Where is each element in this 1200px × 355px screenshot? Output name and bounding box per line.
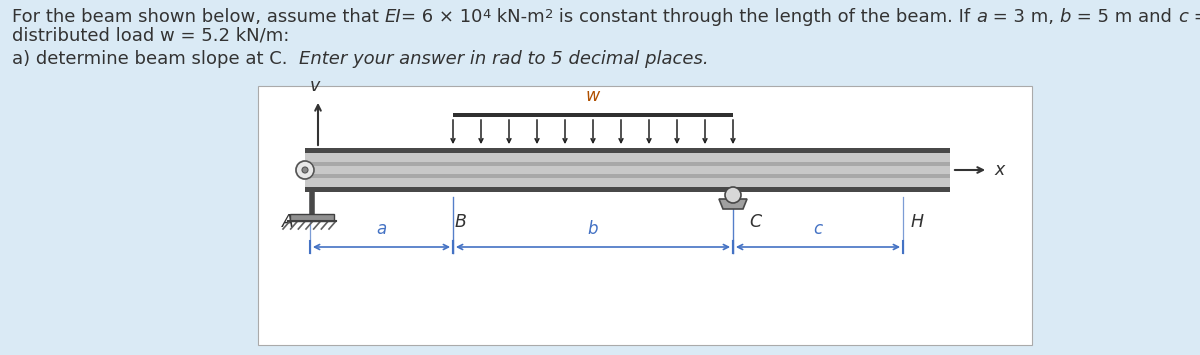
Bar <box>258 86 1032 345</box>
Bar <box>305 148 950 192</box>
Text: 4: 4 <box>482 7 491 21</box>
Text: c: c <box>1177 8 1188 26</box>
Text: kN-m: kN-m <box>491 8 545 26</box>
Polygon shape <box>719 199 746 209</box>
Text: a) determine beam slope at C.: a) determine beam slope at C. <box>12 50 299 68</box>
Bar <box>305 162 950 166</box>
Bar <box>290 214 334 221</box>
Text: v: v <box>310 77 320 95</box>
Text: b: b <box>1060 8 1072 26</box>
Text: = 5 m and: = 5 m and <box>1072 8 1177 26</box>
Text: Enter your answer in rad to 5 decimal places.: Enter your answer in rad to 5 decimal pl… <box>299 50 709 68</box>
Text: distributed load w = 5.2 kN/m:: distributed load w = 5.2 kN/m: <box>12 27 289 45</box>
Circle shape <box>725 187 742 203</box>
Text: 2: 2 <box>545 7 553 21</box>
Circle shape <box>302 167 308 173</box>
Text: b: b <box>588 220 599 238</box>
Circle shape <box>296 161 314 179</box>
Text: x: x <box>994 161 1004 179</box>
Bar <box>305 148 950 153</box>
Text: C: C <box>749 213 761 231</box>
Bar <box>305 187 950 192</box>
Text: = 3 m,: = 3 m, <box>986 8 1060 26</box>
Text: c: c <box>814 220 822 238</box>
Text: B: B <box>455 213 467 231</box>
Text: a: a <box>976 8 986 26</box>
Text: is constant through the length of the beam. If: is constant through the length of the be… <box>553 8 976 26</box>
Circle shape <box>295 160 314 180</box>
Text: a: a <box>377 220 386 238</box>
Text: EI: EI <box>385 8 401 26</box>
Text: A: A <box>282 213 294 231</box>
Text: = 6 × 10: = 6 × 10 <box>401 8 482 26</box>
Text: w: w <box>586 87 600 105</box>
Bar <box>305 174 950 178</box>
Text: H: H <box>911 213 924 231</box>
Text: = 3 m and the: = 3 m and the <box>1188 8 1200 26</box>
Text: For the beam shown below, assume that: For the beam shown below, assume that <box>12 8 385 26</box>
Bar <box>454 113 733 117</box>
